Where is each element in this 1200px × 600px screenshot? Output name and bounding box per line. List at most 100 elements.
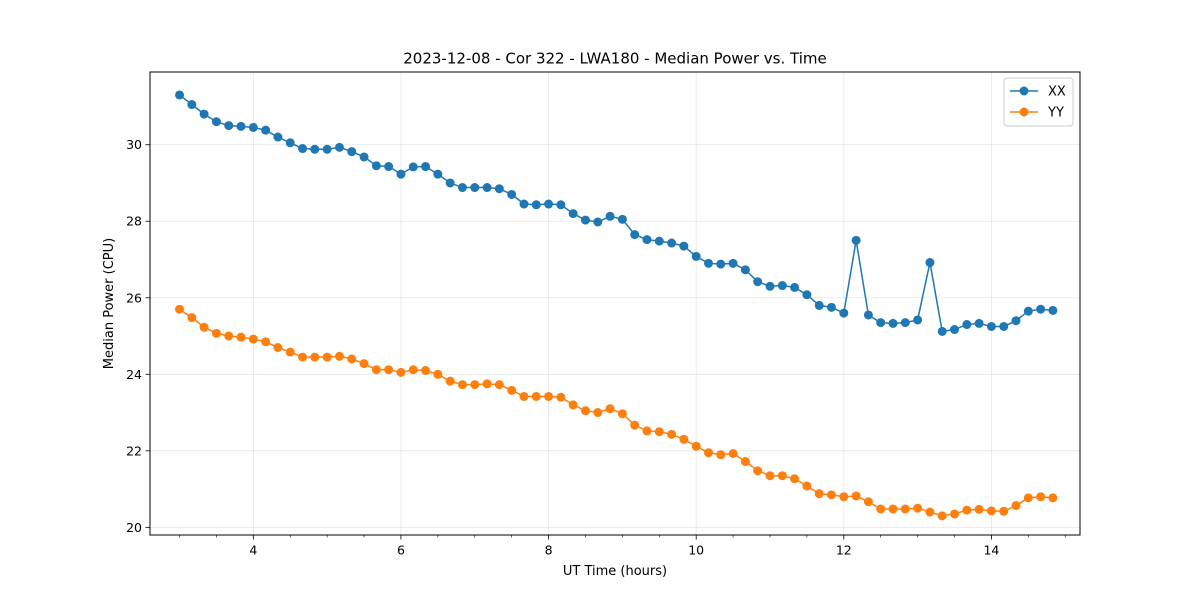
data-point-xx [802, 290, 812, 300]
data-point-xx [925, 258, 935, 268]
data-point-xx [753, 277, 763, 287]
x-tick-label: 8 [545, 543, 553, 558]
data-point-yy [999, 506, 1009, 516]
y-tick-label: 24 [126, 367, 142, 382]
data-point-xx [224, 121, 234, 131]
data-point-yy [839, 492, 849, 502]
legend: XX YY [1003, 77, 1074, 127]
data-point-xx [371, 161, 381, 171]
data-point-yy [753, 466, 763, 476]
data-point-xx [642, 235, 652, 245]
data-point-xx [470, 183, 480, 193]
x-tick-label: 14 [983, 543, 999, 558]
data-point-xx [704, 258, 714, 268]
data-point-xx [851, 235, 861, 245]
data-point-yy [494, 380, 504, 390]
data-point-yy [605, 404, 615, 414]
data-point-yy [654, 427, 664, 437]
data-point-yy [433, 369, 443, 379]
data-point-xx [507, 189, 517, 199]
data-point-yy [913, 503, 923, 513]
legend-label-yy: YY [1047, 106, 1064, 121]
data-point-xx [298, 144, 308, 154]
data-point-xx [494, 184, 504, 194]
data-point-xx [654, 236, 664, 246]
data-point-yy [396, 367, 406, 377]
data-point-yy [175, 304, 185, 314]
data-point-yy [519, 391, 529, 401]
y-tick-label: 30 [126, 137, 142, 152]
data-point-xx [1023, 306, 1033, 316]
data-point-yy [408, 365, 418, 375]
data-point-yy [457, 380, 467, 390]
data-point-yy [863, 497, 873, 507]
data-point-yy [310, 352, 320, 362]
data-point-xx [556, 200, 566, 210]
data-point-xx [740, 265, 750, 275]
data-point-xx [826, 302, 836, 312]
data-point-yy [359, 359, 369, 369]
y-axis-label: Median Power (CPU) [102, 238, 117, 369]
y-tick-label: 22 [126, 443, 142, 458]
data-point-xx [568, 209, 578, 219]
data-point-xx [863, 310, 873, 320]
data-point-xx [236, 121, 246, 131]
data-point-yy [888, 504, 898, 514]
data-point-yy [556, 392, 566, 402]
data-point-yy [187, 313, 197, 323]
x-axis: 4 6 8 10 12 14 [179, 535, 1066, 558]
x-tick-label: 4 [249, 543, 257, 558]
data-point-yy [593, 408, 603, 418]
data-point-yy [199, 322, 209, 332]
data-point-yy [814, 489, 824, 499]
data-point-xx [679, 241, 689, 251]
data-point-xx [728, 258, 738, 268]
data-point-xx [261, 125, 271, 135]
data-point-xx [605, 211, 615, 221]
data-point-yy [1048, 493, 1058, 503]
data-point-xx [531, 200, 541, 210]
data-point-xx [322, 144, 332, 154]
data-point-xx [334, 142, 344, 152]
data-point-yy [851, 491, 861, 501]
data-point-xx [285, 138, 295, 148]
data-point-yy [802, 481, 812, 491]
data-point-yy [777, 471, 787, 481]
data-point-xx [175, 90, 185, 100]
data-point-yy [642, 426, 652, 436]
data-point-xx [408, 162, 418, 172]
series-layer [175, 90, 1058, 521]
data-point-xx [396, 169, 406, 179]
data-point-xx [359, 152, 369, 162]
data-point-xx [1036, 304, 1046, 314]
data-point-yy [531, 391, 541, 401]
grid-lines [150, 72, 1080, 535]
data-point-xx [814, 300, 824, 310]
data-point-xx [421, 162, 431, 172]
data-point-yy [716, 450, 726, 460]
data-point-xx [211, 117, 221, 127]
data-point-xx [716, 259, 726, 269]
data-point-yy [937, 511, 947, 521]
data-point-yy [679, 434, 689, 444]
data-point-xx [974, 318, 984, 328]
data-point-xx [986, 321, 996, 331]
data-point-yy [470, 380, 480, 390]
data-point-yy [630, 420, 640, 430]
data-point-yy [568, 400, 578, 410]
data-point-xx [519, 199, 529, 209]
data-point-xx [691, 251, 701, 261]
data-point-xx [445, 178, 455, 188]
data-point-xx [999, 321, 1009, 331]
data-point-xx [888, 318, 898, 328]
data-point-xx [937, 326, 947, 336]
data-point-xx [617, 214, 627, 224]
y-tick-label: 20 [126, 520, 142, 535]
data-point-yy [925, 507, 935, 517]
legend-marker-xx [1019, 86, 1029, 96]
data-point-yy [580, 406, 590, 416]
data-point-xx [187, 100, 197, 110]
data-point-yy [384, 365, 394, 375]
data-point-yy [224, 331, 234, 341]
data-point-yy [482, 379, 492, 389]
